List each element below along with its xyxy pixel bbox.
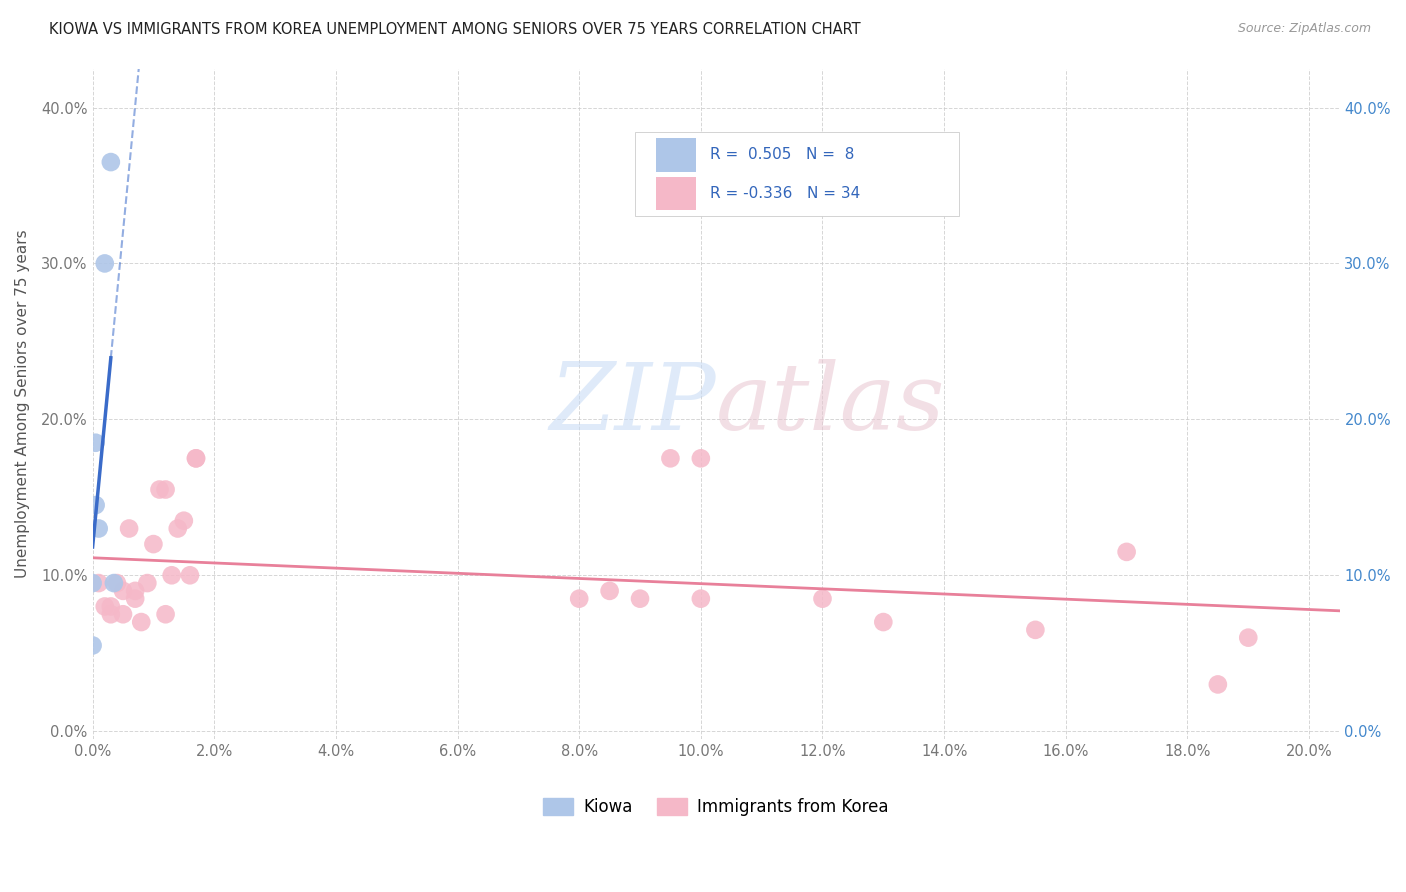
Point — [84, 498, 107, 512]
Point — [160, 568, 183, 582]
Point — [87, 521, 110, 535]
FancyBboxPatch shape — [657, 177, 696, 211]
Point — [184, 451, 207, 466]
Point — [100, 599, 122, 614]
Text: ZIP: ZIP — [550, 359, 716, 449]
Point — [124, 583, 146, 598]
Point — [1115, 545, 1137, 559]
Point — [148, 483, 170, 497]
Point — [105, 576, 128, 591]
Text: R =  0.505   N =  8: R = 0.505 N = 8 — [710, 147, 855, 162]
Point — [659, 451, 682, 466]
Point — [155, 607, 177, 622]
Y-axis label: Unemployment Among Seniors over 75 years: Unemployment Among Seniors over 75 years — [15, 229, 30, 578]
Point — [628, 591, 651, 606]
Point — [568, 591, 591, 606]
Point — [155, 483, 177, 497]
Point — [1206, 677, 1229, 691]
Point — [689, 591, 711, 606]
Point — [142, 537, 165, 551]
Point — [94, 599, 117, 614]
Point — [136, 576, 159, 591]
Point — [811, 591, 834, 606]
Point — [184, 451, 207, 466]
Point — [599, 583, 621, 598]
FancyBboxPatch shape — [657, 138, 696, 171]
Point — [166, 521, 188, 535]
Text: KIOWA VS IMMIGRANTS FROM KOREA UNEMPLOYMENT AMONG SENIORS OVER 75 YEARS CORRELAT: KIOWA VS IMMIGRANTS FROM KOREA UNEMPLOYM… — [49, 22, 860, 37]
Point — [84, 435, 107, 450]
Point — [129, 615, 152, 629]
Point — [87, 576, 110, 591]
Point — [124, 591, 146, 606]
Point — [82, 639, 104, 653]
Text: atlas: atlas — [716, 359, 946, 449]
Point — [118, 521, 141, 535]
Text: Source: ZipAtlas.com: Source: ZipAtlas.com — [1237, 22, 1371, 36]
Point — [100, 155, 122, 169]
Legend: Kiowa, Immigrants from Korea: Kiowa, Immigrants from Korea — [537, 791, 896, 822]
Point — [1237, 631, 1260, 645]
Point — [173, 514, 195, 528]
Point — [82, 576, 104, 591]
Point — [100, 607, 122, 622]
Point — [689, 451, 711, 466]
Point — [111, 607, 134, 622]
Point — [94, 256, 117, 270]
Point — [872, 615, 894, 629]
Point — [103, 576, 125, 591]
FancyBboxPatch shape — [636, 132, 959, 216]
Text: R = -0.336   N = 34: R = -0.336 N = 34 — [710, 186, 860, 201]
Point — [111, 583, 134, 598]
Point — [179, 568, 201, 582]
Point — [1024, 623, 1046, 637]
